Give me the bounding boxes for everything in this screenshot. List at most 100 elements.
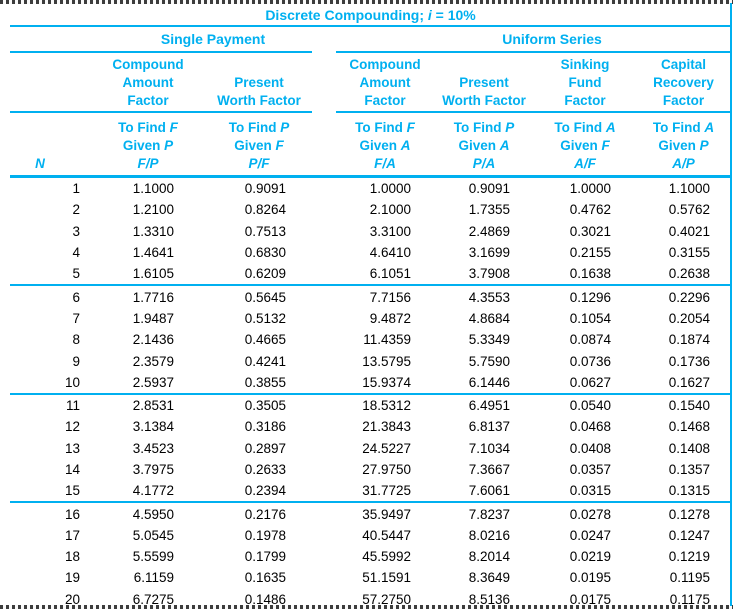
cell-af: 0.0357 bbox=[569, 462, 611, 477]
cell-fa: 21.3843 bbox=[362, 419, 411, 435]
cell-n: 14 bbox=[64, 462, 80, 477]
cell-ap: 0.4021 bbox=[668, 223, 711, 239]
cell-fa: 6.1051 bbox=[369, 266, 411, 282]
cell-af: 0.0408 bbox=[569, 440, 611, 456]
cell-fa: 27.9750 bbox=[362, 462, 411, 477]
column-gap bbox=[312, 52, 336, 112]
table-row: 19 6.1159 0.1635 51.1591 8.3649 0.0195 0.1195 bbox=[10, 567, 731, 588]
cell-fa: 7.7156 bbox=[336, 284, 434, 308]
n-column-header: N bbox=[10, 112, 90, 178]
cell-fa: 15.9374 bbox=[362, 374, 411, 390]
column-gap bbox=[312, 112, 336, 178]
cell-n: 17 bbox=[64, 527, 80, 543]
cell-n: 1 bbox=[72, 181, 80, 197]
cell-ap: 0.2638 bbox=[668, 266, 711, 282]
table-row: 15 4.1772 0.2394 31.7725 7.6061 0.0315 0.1315 bbox=[10, 480, 731, 502]
cell-pf: 0.3505 bbox=[206, 392, 312, 417]
table-row: 20 6.7275 0.1486 57.2750 8.5136 0.0175 0.1175 bbox=[10, 589, 731, 610]
cell-fp: 3.4523 bbox=[132, 440, 174, 456]
cell-ap: 0.1408 bbox=[668, 440, 711, 456]
find-given-row: N To Find F Given P F/P To Find P Given F P/F T… bbox=[10, 112, 732, 178]
cell-af: 0.2155 bbox=[569, 245, 611, 261]
cell-ap: 0.1736 bbox=[668, 353, 711, 369]
cell-pa: 6.1446 bbox=[468, 374, 510, 390]
cell-ap: 0.2054 bbox=[668, 310, 711, 326]
factor-title-af: Sinking Fund Factor bbox=[534, 52, 636, 113]
cell-pa: 6.8137 bbox=[468, 419, 510, 435]
cell-af: 0.1638 bbox=[569, 266, 611, 282]
table-row: 11 2.8531 0.3505 18.5312 6.4951 0.0540 0.1540 bbox=[10, 392, 732, 417]
cell-af: 0.0315 bbox=[569, 483, 611, 499]
group-header-uniform-series: Uniform Series bbox=[336, 26, 732, 53]
cell-pa: 3.7908 bbox=[468, 266, 510, 282]
cell-pf: 0.2176 bbox=[206, 501, 312, 525]
cell-pf: 0.3186 bbox=[244, 419, 286, 435]
title-row: Discrete Compounding; i = 10% bbox=[10, 4, 732, 27]
cell-pf: 0.2897 bbox=[244, 440, 286, 456]
cell-n: 6 bbox=[10, 284, 90, 308]
selection-dashed-border-top bbox=[0, 0, 733, 4]
cell-fp: 1.4641 bbox=[132, 245, 174, 261]
cell-ap: 0.1195 bbox=[669, 570, 711, 586]
cell-fp: 6.1159 bbox=[133, 570, 174, 586]
table-row: 2 1.2100 0.8264 2.1000 1.7355 0.4762 0.5762 bbox=[10, 199, 731, 220]
cell-fp: 3.7975 bbox=[132, 462, 174, 477]
cell-pf: 0.2633 bbox=[244, 462, 286, 477]
cell-af: 0.0247 bbox=[569, 527, 611, 543]
find-given-fa: To Find F Given A F/A bbox=[336, 112, 434, 178]
column-gap bbox=[312, 177, 336, 200]
cell-n: 16 bbox=[10, 501, 90, 525]
column-gap bbox=[312, 263, 336, 285]
cell-pa: 1.7355 bbox=[468, 202, 510, 218]
cell-n: 19 bbox=[64, 570, 80, 586]
table-row: 14 3.7975 0.2633 27.9750 7.3667 0.0357 0.1357 bbox=[10, 459, 731, 480]
column-gap bbox=[312, 438, 336, 459]
cell-fa: 9.4872 bbox=[369, 310, 411, 326]
table-title: Discrete Compounding; i = 10% bbox=[10, 4, 732, 27]
cell-pa: 7.3667 bbox=[468, 462, 510, 477]
cell-fa: 4.6410 bbox=[369, 245, 411, 261]
cell-ap: 0.1540 bbox=[636, 392, 732, 417]
factor-title-ap: Capital Recovery Factor bbox=[636, 52, 732, 113]
cell-ap: 1.1000 bbox=[668, 181, 711, 197]
cell-fp: 6.7275 bbox=[132, 591, 174, 607]
column-gap bbox=[312, 221, 336, 242]
table-row: 12 3.1384 0.3186 21.3843 6.8137 0.0468 0.1468 bbox=[10, 416, 731, 437]
cell-ap: 0.1874 bbox=[668, 332, 711, 348]
cell-n: 12 bbox=[64, 419, 80, 435]
cell-n: 15 bbox=[64, 483, 80, 499]
cell-pa: 8.3649 bbox=[468, 570, 510, 586]
cell-fp: 2.8531 bbox=[90, 392, 206, 417]
cell-pf: 0.5645 bbox=[206, 284, 312, 308]
column-gap bbox=[312, 567, 336, 588]
cell-fa: 18.5312 bbox=[336, 392, 434, 417]
column-gap bbox=[312, 480, 336, 502]
cell-fp: 3.1384 bbox=[132, 419, 174, 435]
cell-pa: 5.7590 bbox=[468, 353, 510, 369]
cell-pa: 8.2014 bbox=[468, 549, 510, 565]
cell-af: 0.0468 bbox=[569, 419, 611, 435]
factor-title-fa: Compound Amount Factor bbox=[336, 52, 434, 113]
cell-ap: 0.3155 bbox=[668, 245, 711, 261]
cell-pa: 4.3553 bbox=[434, 284, 534, 308]
cell-fa: 35.9497 bbox=[336, 501, 434, 525]
table-row: 8 2.1436 0.4665 11.4359 5.3349 0.0874 0.1874 bbox=[10, 329, 731, 350]
column-gap bbox=[312, 329, 336, 350]
table-row: 17 5.0545 0.1978 40.5447 8.0216 0.0247 0.1247 bbox=[10, 525, 731, 546]
cell-n: 5 bbox=[72, 266, 80, 282]
cell-ap: 0.1247 bbox=[668, 527, 711, 543]
cell-ap: 0.1219 bbox=[668, 549, 711, 565]
cell-ap: 0.1175 bbox=[669, 591, 711, 607]
table-row: 18 5.5599 0.1799 45.5992 8.2014 0.0219 0.1219 bbox=[10, 546, 731, 567]
cell-pa: 4.8684 bbox=[468, 310, 510, 326]
column-gap bbox=[312, 546, 336, 567]
factor-title-pa: Present Worth Factor bbox=[434, 52, 534, 113]
cell-n: 18 bbox=[64, 549, 80, 565]
cell-ap: 0.1278 bbox=[636, 501, 732, 525]
cell-pf: 0.1978 bbox=[244, 527, 286, 543]
cell-fp: 5.0545 bbox=[132, 527, 174, 543]
cell-pa: 5.3349 bbox=[468, 332, 510, 348]
cell-af: 0.1296 bbox=[534, 284, 636, 308]
cell-n: 10 bbox=[64, 374, 80, 390]
n-column-spacer bbox=[10, 52, 90, 113]
